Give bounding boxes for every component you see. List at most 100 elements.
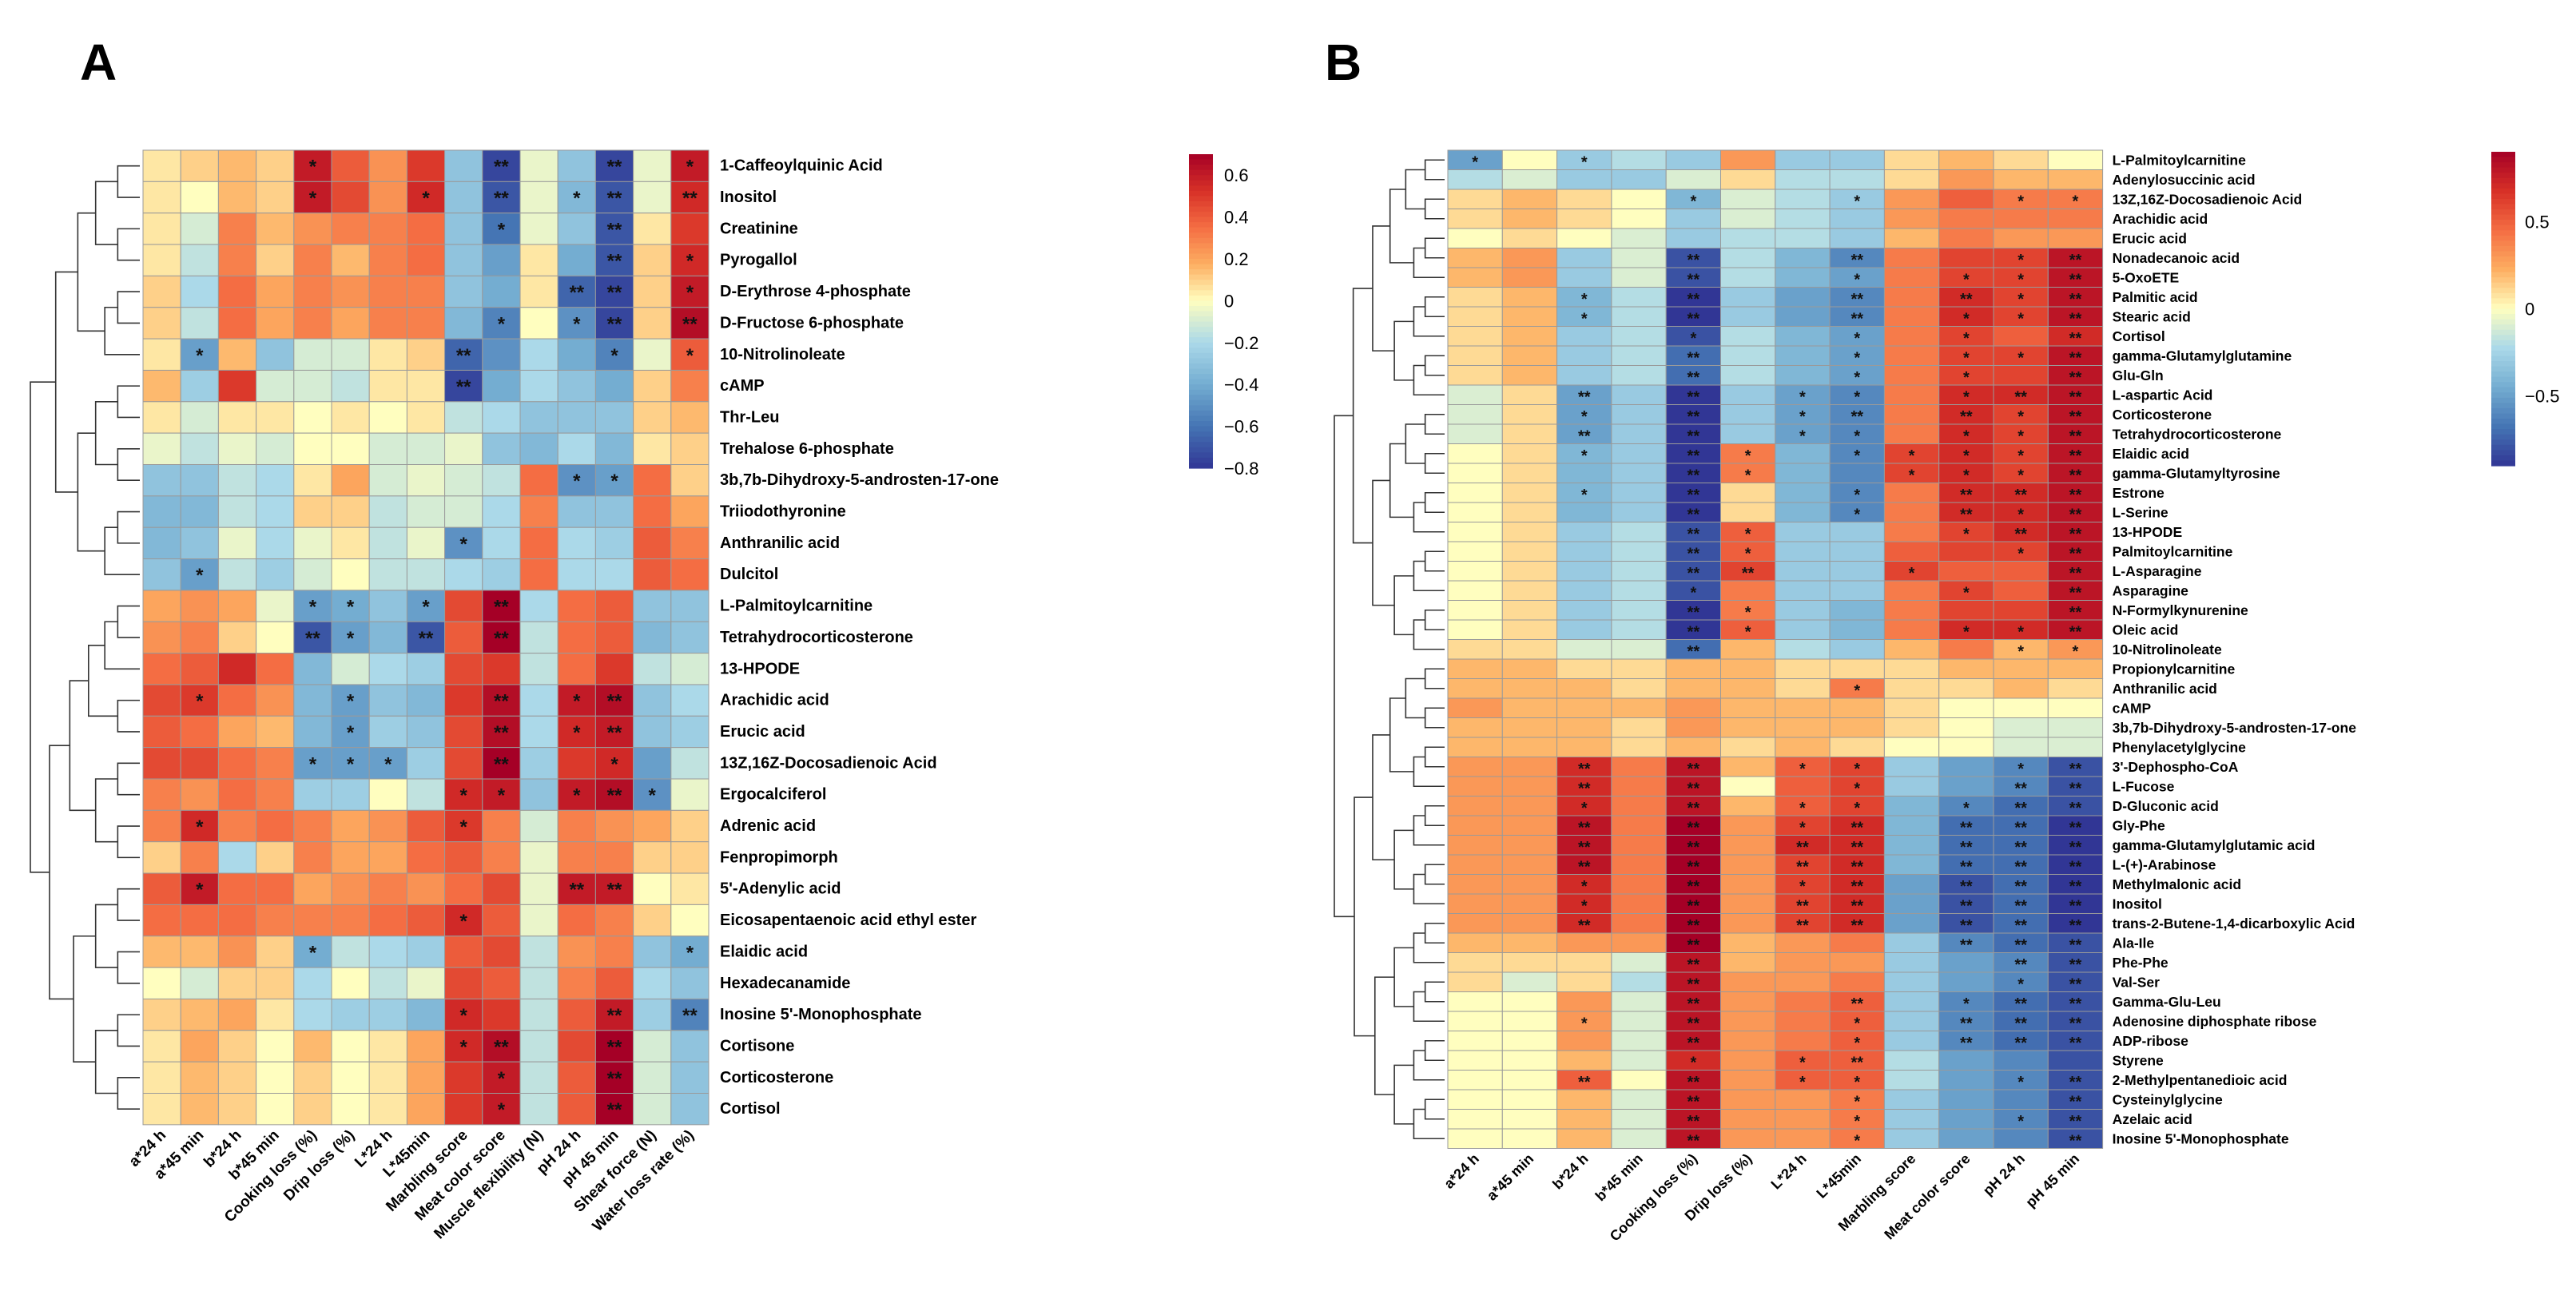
heatmap-cell (331, 338, 370, 371)
row-label: Phe-Phe (2113, 955, 2169, 971)
heatmap-cell (1447, 345, 1503, 366)
dendrogram-branch (1413, 619, 1445, 650)
heatmap-cell (1883, 326, 1940, 347)
dendrogram-branch (1352, 288, 1373, 544)
significance-star: ** (305, 628, 320, 650)
heatmap-cell (1720, 580, 1776, 601)
column-label: L*45min (1813, 1150, 1864, 1202)
significance-star: ** (1688, 839, 1700, 856)
heatmap-cell (217, 715, 257, 749)
significance-star: ** (1960, 839, 1973, 856)
heatmap-cell (256, 1030, 295, 1063)
heatmap-cell (142, 621, 181, 654)
heatmap-cell (180, 244, 219, 276)
heatmap-cell (594, 275, 634, 308)
heatmap-cell (1556, 1050, 1612, 1071)
heatmap-cell (1556, 991, 1612, 1012)
dendrogram-branch (117, 448, 140, 481)
significance-star: * (196, 565, 204, 586)
heatmap-cell (1611, 835, 1667, 856)
heatmap-cell (1611, 345, 1667, 366)
heatmap-cell (1993, 149, 2049, 170)
significance-star: ** (1688, 604, 1700, 622)
heatmap-cell (1556, 423, 1612, 444)
heatmap-cell (1829, 717, 1885, 738)
heatmap-cell (217, 495, 257, 528)
heatmap-cell (482, 809, 521, 843)
heatmap-cell (1447, 639, 1503, 660)
row-label: Erucic acid (2113, 230, 2187, 246)
heatmap-cell (670, 275, 710, 308)
heatmap-cell (256, 809, 295, 843)
heatmap-cell (2047, 658, 2104, 679)
heatmap-cell (670, 998, 710, 1031)
heatmap-cell (1775, 757, 1831, 777)
significance-star: * (1854, 761, 1860, 778)
heatmap-cell (2047, 717, 2104, 738)
heatmap-cell (1665, 952, 1721, 973)
heatmap-cell (1720, 365, 1776, 386)
row-label: 13-HPODE (2113, 524, 2183, 540)
dendrogram-branch (69, 680, 96, 812)
heatmap-cell (444, 181, 483, 214)
significance-star: ** (607, 691, 622, 713)
panel-label: A (80, 34, 117, 91)
heatmap-cell (256, 432, 295, 466)
legend-swatch (1189, 269, 1213, 276)
heatmap-cell (1883, 149, 1940, 170)
heatmap-cell (1993, 717, 2049, 738)
heatmap-cell (217, 558, 257, 591)
heatmap-cell (406, 338, 446, 371)
significance-star: ** (1960, 858, 1973, 876)
legend-swatch (1189, 374, 1213, 380)
legend-swatch (1189, 421, 1213, 427)
heatmap-cell (519, 369, 559, 403)
heatmap-cell (1447, 1070, 1503, 1090)
legend-swatch (1189, 337, 1213, 344)
significance-star: ** (1960, 1035, 1973, 1052)
heatmap-cell (633, 841, 672, 874)
significance-star: * (1690, 193, 1696, 210)
dendrogram-branch (1424, 1098, 1445, 1120)
heatmap-cell (633, 1030, 672, 1063)
row-label: Nonadecanoic acid (2113, 250, 2240, 266)
heatmap-cell (293, 213, 332, 245)
significance-star: ** (682, 188, 698, 209)
heatmap-cell (331, 432, 370, 466)
significance-stars: ****************************************… (1472, 153, 2081, 1150)
heatmap-cell (2047, 209, 2104, 229)
significance-star: ** (607, 880, 622, 901)
significance-star: ** (1796, 897, 1809, 915)
dendrogram-branch (1424, 413, 1445, 435)
heatmap-cell (1665, 209, 1721, 229)
heatmap-cell (1938, 228, 1994, 248)
heatmap-cell (519, 149, 559, 182)
row-label: L-Palmitoylcarnitine (2113, 152, 2247, 168)
legend-swatch (2491, 240, 2515, 247)
legend-swatch (2491, 356, 2515, 362)
heatmap-cell (1556, 1070, 1612, 1090)
significance-star: * (2017, 506, 2024, 523)
significance-star: ** (1851, 858, 1863, 876)
heatmap-cell (368, 1030, 407, 1063)
heatmap-cell (557, 936, 596, 968)
heatmap-cell (557, 244, 596, 276)
heatmap-cell (1829, 776, 1885, 796)
heatmap-cell (1665, 522, 1721, 542)
heatmap-cell (444, 653, 483, 685)
heatmap-cell (1501, 365, 1558, 386)
row-label: Elaidic acid (720, 943, 808, 960)
legend-tick-label: 0 (2525, 300, 2534, 320)
heatmap-cell (293, 621, 332, 654)
heatmap-cell (519, 590, 559, 622)
heatmap-cell (1720, 776, 1776, 796)
significance-star: ** (494, 753, 509, 775)
heatmap-cell (1775, 991, 1831, 1012)
heatmap-cell (1775, 189, 1831, 209)
heatmap-cell (444, 244, 483, 276)
significance-star: * (573, 188, 581, 209)
significance-star: ** (2069, 936, 2082, 954)
dendrogram-branch (1424, 668, 1445, 689)
significance-star: ** (1688, 858, 1700, 876)
